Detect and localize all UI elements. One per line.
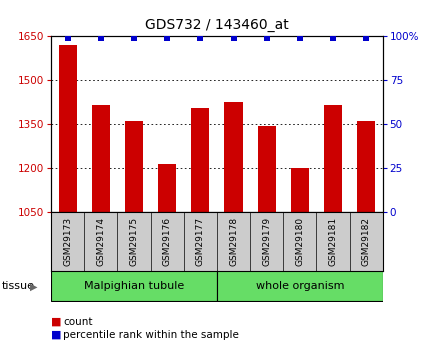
Bar [291, 168, 309, 212]
Bar [191, 108, 210, 212]
Point [263, 35, 270, 41]
Text: GSM29182: GSM29182 [362, 217, 371, 266]
Text: ■: ■ [51, 317, 62, 326]
Point [329, 35, 336, 41]
Point [230, 35, 237, 41]
Text: GSM29179: GSM29179 [262, 217, 271, 266]
Text: Malpighian tubule: Malpighian tubule [84, 282, 184, 291]
Text: whole organism: whole organism [255, 282, 344, 291]
Bar [125, 121, 143, 212]
Text: GSM29175: GSM29175 [129, 217, 138, 266]
Title: GDS732 / 143460_at: GDS732 / 143460_at [145, 18, 289, 32]
Text: GSM29173: GSM29173 [63, 217, 72, 266]
Bar [324, 105, 342, 212]
Bar [59, 45, 77, 212]
Point [296, 35, 303, 41]
Text: GSM29177: GSM29177 [196, 217, 205, 266]
Bar [224, 102, 243, 212]
Point [197, 35, 204, 41]
Point [363, 35, 370, 41]
Text: ■: ■ [51, 330, 62, 339]
Text: tissue: tissue [2, 282, 35, 291]
Text: GSM29181: GSM29181 [328, 217, 337, 266]
Point [97, 35, 105, 41]
Text: percentile rank within the sample: percentile rank within the sample [63, 330, 239, 339]
Text: GSM29174: GSM29174 [97, 217, 105, 266]
Text: GSM29176: GSM29176 [163, 217, 172, 266]
Bar [158, 164, 176, 212]
Point [164, 35, 171, 41]
Bar [258, 126, 276, 212]
Text: count: count [63, 317, 93, 326]
Point [64, 35, 71, 41]
Bar [51, 272, 217, 301]
Text: GSM29178: GSM29178 [229, 217, 238, 266]
Bar [217, 272, 383, 301]
Bar [92, 105, 110, 212]
Bar [357, 121, 375, 212]
Point [130, 35, 138, 41]
Text: ▶: ▶ [30, 282, 38, 291]
Text: GSM29180: GSM29180 [295, 217, 304, 266]
